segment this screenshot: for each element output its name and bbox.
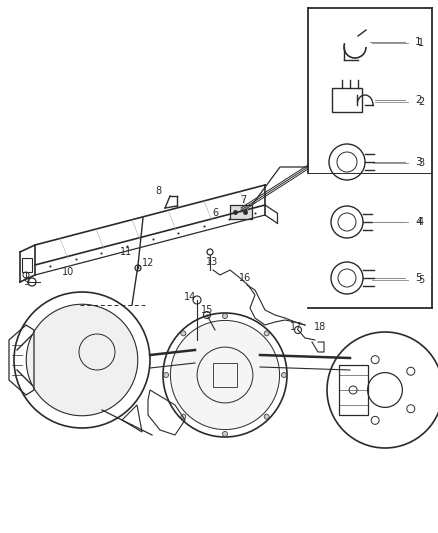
Circle shape: [181, 414, 186, 419]
Text: 14: 14: [184, 292, 196, 302]
Text: 1: 1: [418, 38, 424, 48]
Text: 7: 7: [240, 195, 246, 205]
Text: 2: 2: [415, 95, 422, 105]
Text: 1: 1: [415, 37, 422, 47]
Circle shape: [223, 431, 227, 437]
Text: 3: 3: [415, 157, 422, 167]
Text: 4: 4: [415, 217, 422, 227]
Circle shape: [26, 304, 138, 416]
Bar: [22, 258, 32, 272]
Text: 3: 3: [418, 158, 424, 168]
Text: 2: 2: [418, 97, 424, 107]
Text: 9: 9: [23, 277, 29, 287]
Text: 6: 6: [212, 208, 218, 218]
Circle shape: [170, 320, 279, 430]
Bar: [213, 363, 237, 387]
Text: 8: 8: [155, 186, 161, 196]
Text: 17: 17: [290, 322, 302, 332]
Text: 13: 13: [206, 257, 218, 267]
Text: 5: 5: [415, 273, 422, 283]
Circle shape: [181, 331, 186, 336]
Circle shape: [223, 313, 227, 319]
Text: 18: 18: [314, 322, 326, 332]
Bar: [230, 205, 252, 219]
Circle shape: [264, 331, 269, 336]
Circle shape: [164, 373, 169, 377]
Text: 11: 11: [120, 247, 132, 257]
Bar: [332, 88, 362, 112]
Text: 16: 16: [239, 273, 251, 283]
Text: 15: 15: [201, 305, 213, 315]
Circle shape: [264, 414, 269, 419]
Text: 5: 5: [418, 275, 424, 285]
Circle shape: [281, 373, 286, 377]
Text: 4: 4: [418, 217, 424, 227]
Text: 12: 12: [142, 258, 154, 268]
Text: 10: 10: [62, 267, 74, 277]
